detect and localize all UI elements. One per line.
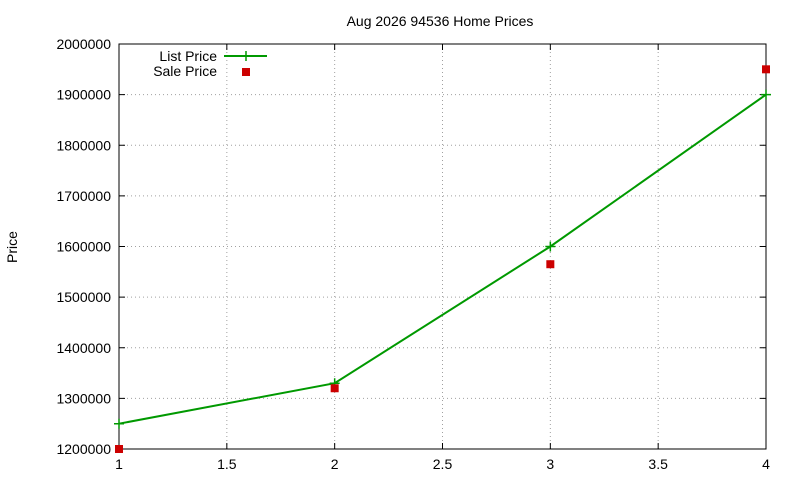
chart-title: Aug 2026 94536 Home Prices [347,13,534,29]
x-tick-label: 1.5 [217,456,237,472]
y-tick-label: 1600000 [56,239,111,255]
list-price-point [545,241,556,252]
y-tick-label: 1300000 [56,390,111,406]
legend-marker-sale-price [242,68,250,76]
data-series [114,65,771,453]
legend-label-sale-price: Sale Price [153,63,217,79]
sale-price-point [330,384,339,393]
list-price-line [118,93,767,425]
y-axis-label: Price [4,231,20,263]
y-tick-label: 1700000 [56,188,111,204]
x-tick-label: 3 [546,456,554,472]
legend-marker-list-price [241,51,251,61]
y-tick-label: 1900000 [56,87,111,103]
y-tick-label: 1200000 [56,441,111,457]
y-tick-label: 2000000 [56,36,111,52]
x-tick-label: 2 [331,456,339,472]
x-tick-label: 4 [762,456,770,472]
y-tick-label: 1400000 [56,340,111,356]
axis-ticks: 1 1.5 2 2.5 3 3.5 4 1200000 1300000 1400000 150000… [56,36,770,472]
legend-cross-mark [241,51,251,61]
list-price-point [761,89,771,100]
sale-price-point [546,260,555,269]
x-tick-label: 3.5 [648,456,668,472]
sale-price-point [115,445,123,453]
x-tick-label: 1 [115,456,123,472]
sale-price-point [762,65,770,74]
y-tick-label: 1500000 [56,289,111,305]
y-tick-label: 1800000 [56,137,111,153]
x-tick-label: 2.5 [433,456,453,472]
grid-lines [118,43,767,450]
legend: List Price Sale Price [153,48,267,79]
list-price-point [114,418,124,429]
legend-label-list-price: List Price [159,48,217,64]
